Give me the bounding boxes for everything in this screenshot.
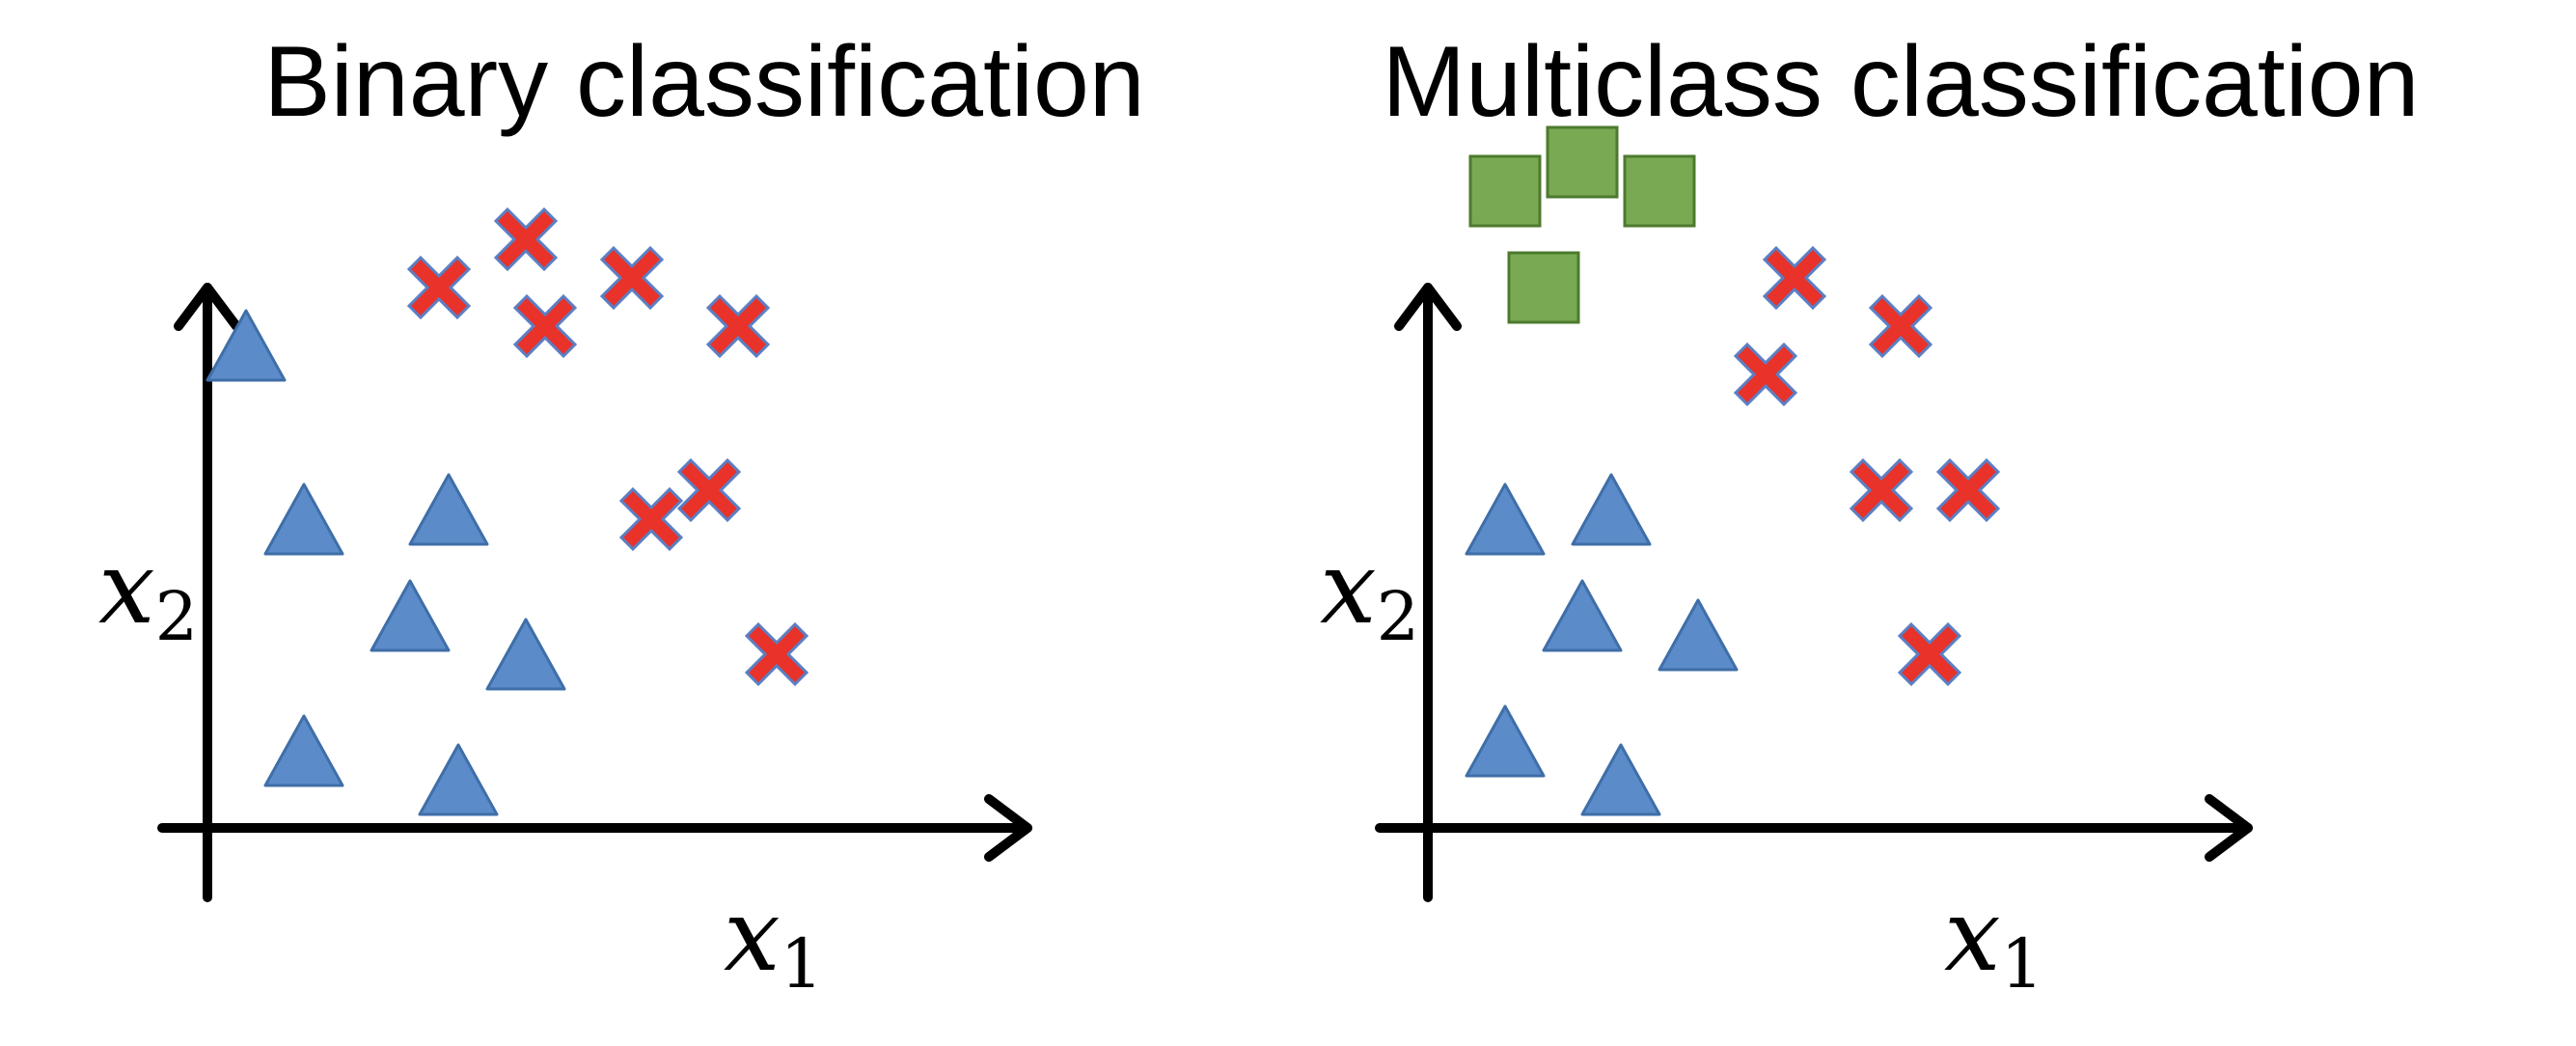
multiclass-triangle-marker-5 bbox=[1465, 704, 1546, 778]
binary-cross-marker-8 bbox=[744, 621, 809, 687]
multiclass-cross-marker-3 bbox=[1868, 293, 1933, 359]
binary-cross-marker-1 bbox=[406, 255, 472, 320]
binary-y-axis-label: x2 bbox=[98, 529, 198, 656]
binary-cross-marker-5 bbox=[705, 293, 771, 359]
binary-panel: x1 x2 bbox=[98, 206, 1032, 1004]
binary-triangle-marker-4 bbox=[370, 579, 451, 652]
binary-triangle-marker-2 bbox=[263, 482, 344, 556]
multiclass-cross-marker-4 bbox=[1849, 457, 1914, 523]
binary-plot-area bbox=[206, 206, 809, 816]
multiclass-square-marker-2 bbox=[1546, 125, 1619, 199]
multiclass-y-axis bbox=[1394, 283, 1462, 902]
multiclass-triangle-marker-6 bbox=[1580, 743, 1661, 816]
binary-classification-title: Binary classification bbox=[263, 26, 1145, 138]
multiclass-triangle-marker-1 bbox=[1465, 482, 1546, 556]
binary-y-axis bbox=[174, 283, 241, 902]
multiclass-panel: x1 x2 bbox=[1320, 125, 2253, 1004]
multiclass-triangle-marker-4 bbox=[1658, 598, 1739, 672]
binary-cross-marker-4 bbox=[599, 245, 665, 311]
binary-triangle-marker-5 bbox=[485, 618, 566, 691]
binary-cross-marker-3 bbox=[512, 293, 578, 359]
binary-cross-marker-6 bbox=[618, 486, 684, 552]
multiclass-y-axis-label: x2 bbox=[1320, 529, 1419, 656]
multiclass-cross-marker-2 bbox=[1733, 342, 1798, 407]
multiclass-x-axis bbox=[1375, 794, 2253, 862]
multiclass-triangle-marker-2 bbox=[1571, 473, 1652, 546]
binary-triangle-marker-6 bbox=[263, 714, 344, 787]
multiclass-triangle-marker-3 bbox=[1542, 579, 1623, 652]
multiclass-square-marker-1 bbox=[1468, 154, 1542, 228]
multiclass-cross-marker-5 bbox=[1935, 457, 2001, 523]
multiclass-x-axis-label: x1 bbox=[1944, 876, 2043, 1004]
binary-triangle-marker-3 bbox=[408, 473, 489, 546]
binary-triangle-marker-1 bbox=[206, 309, 287, 382]
multiclass-cross-marker-1 bbox=[1762, 245, 1827, 311]
multiclass-classification-title: Multiclass classification bbox=[1382, 26, 2420, 138]
binary-x-axis bbox=[157, 794, 1032, 862]
multiclass-plot-area bbox=[1465, 125, 2001, 816]
binary-cross-marker-2 bbox=[493, 206, 559, 272]
binary-x-axis-label: x1 bbox=[724, 876, 823, 1004]
multiclass-square-marker-4 bbox=[1507, 251, 1580, 324]
multiclass-cross-marker-6 bbox=[1897, 621, 1962, 687]
binary-cross-marker-7 bbox=[676, 457, 742, 523]
binary-triangle-marker-7 bbox=[418, 743, 499, 816]
multiclass-square-marker-3 bbox=[1623, 154, 1696, 228]
